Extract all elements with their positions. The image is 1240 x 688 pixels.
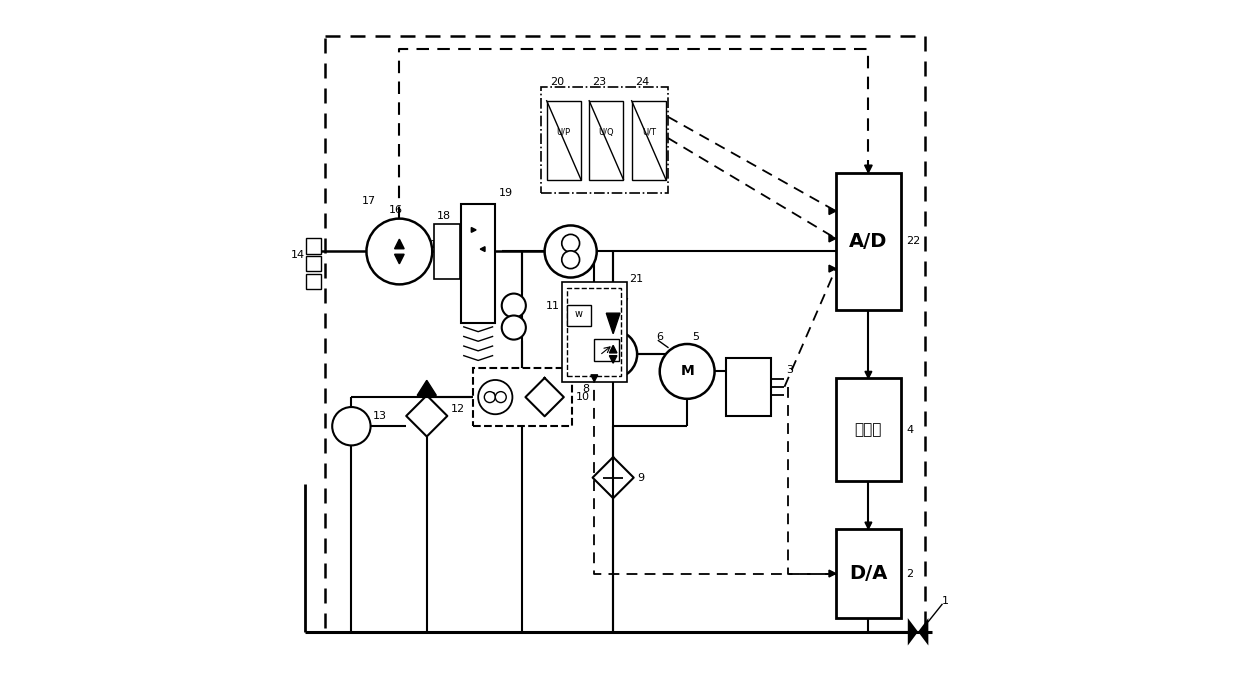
- Polygon shape: [480, 247, 485, 252]
- Text: D/A: D/A: [849, 564, 888, 583]
- Text: 17: 17: [362, 197, 376, 206]
- Bar: [306, 257, 321, 271]
- Bar: [567, 305, 591, 327]
- Bar: [836, 378, 901, 481]
- Bar: [434, 224, 460, 279]
- Polygon shape: [908, 618, 918, 645]
- Circle shape: [367, 219, 433, 284]
- Text: 18: 18: [436, 211, 451, 221]
- Polygon shape: [394, 239, 404, 249]
- Text: U/T: U/T: [642, 128, 656, 137]
- Polygon shape: [609, 345, 618, 353]
- Text: U/P: U/P: [557, 128, 570, 137]
- Bar: [589, 100, 624, 180]
- Bar: [461, 204, 495, 323]
- Polygon shape: [866, 522, 872, 529]
- Text: 15: 15: [430, 239, 444, 250]
- Polygon shape: [866, 372, 872, 378]
- Text: U/Q: U/Q: [599, 128, 614, 137]
- Text: 24: 24: [635, 76, 650, 87]
- Bar: [727, 358, 771, 416]
- Bar: [567, 288, 621, 376]
- Circle shape: [332, 407, 371, 445]
- Polygon shape: [417, 380, 436, 396]
- Text: 8: 8: [583, 383, 589, 394]
- Text: 22: 22: [906, 236, 920, 246]
- Text: w: w: [575, 309, 583, 319]
- Circle shape: [562, 251, 579, 268]
- Text: 21: 21: [629, 274, 644, 284]
- Bar: [594, 339, 619, 361]
- Circle shape: [502, 294, 526, 318]
- Bar: [631, 100, 666, 180]
- Circle shape: [479, 380, 512, 414]
- Polygon shape: [606, 313, 620, 334]
- Circle shape: [544, 226, 596, 277]
- Polygon shape: [609, 356, 618, 363]
- Polygon shape: [471, 228, 476, 233]
- Text: 4: 4: [906, 424, 914, 435]
- Polygon shape: [830, 235, 836, 242]
- Polygon shape: [591, 375, 598, 382]
- Bar: [562, 282, 627, 382]
- Bar: [836, 529, 901, 618]
- Text: 1: 1: [942, 596, 949, 606]
- Text: 5: 5: [693, 332, 699, 342]
- Polygon shape: [830, 208, 836, 215]
- Circle shape: [502, 316, 526, 340]
- Text: 12: 12: [451, 404, 465, 414]
- Text: A/D: A/D: [849, 232, 888, 250]
- Text: 6: 6: [656, 332, 663, 342]
- Text: M: M: [491, 392, 500, 402]
- Polygon shape: [830, 265, 836, 272]
- Bar: [306, 239, 321, 254]
- Circle shape: [495, 391, 506, 402]
- Circle shape: [485, 391, 495, 402]
- Polygon shape: [918, 618, 929, 645]
- Text: 14: 14: [291, 250, 305, 260]
- Text: 11: 11: [546, 301, 560, 311]
- Text: 13: 13: [373, 411, 387, 421]
- Bar: [836, 173, 901, 310]
- Text: 19: 19: [498, 189, 513, 198]
- Bar: [306, 274, 321, 289]
- Text: 23: 23: [593, 76, 606, 87]
- Circle shape: [589, 330, 637, 378]
- Polygon shape: [830, 570, 836, 577]
- Circle shape: [562, 235, 579, 252]
- Text: 10: 10: [575, 392, 589, 402]
- Text: 2: 2: [906, 568, 914, 579]
- Text: 3: 3: [786, 365, 792, 375]
- Text: 9: 9: [637, 473, 645, 482]
- Bar: [547, 100, 582, 180]
- Text: 16: 16: [389, 206, 403, 215]
- Text: M: M: [681, 365, 694, 378]
- Text: 7: 7: [621, 298, 629, 308]
- Polygon shape: [864, 165, 872, 173]
- Circle shape: [660, 344, 714, 399]
- Text: 计算机: 计算机: [854, 422, 882, 437]
- Polygon shape: [394, 255, 404, 264]
- Bar: [472, 368, 572, 427]
- Text: 20: 20: [551, 76, 564, 87]
- Bar: [541, 87, 668, 193]
